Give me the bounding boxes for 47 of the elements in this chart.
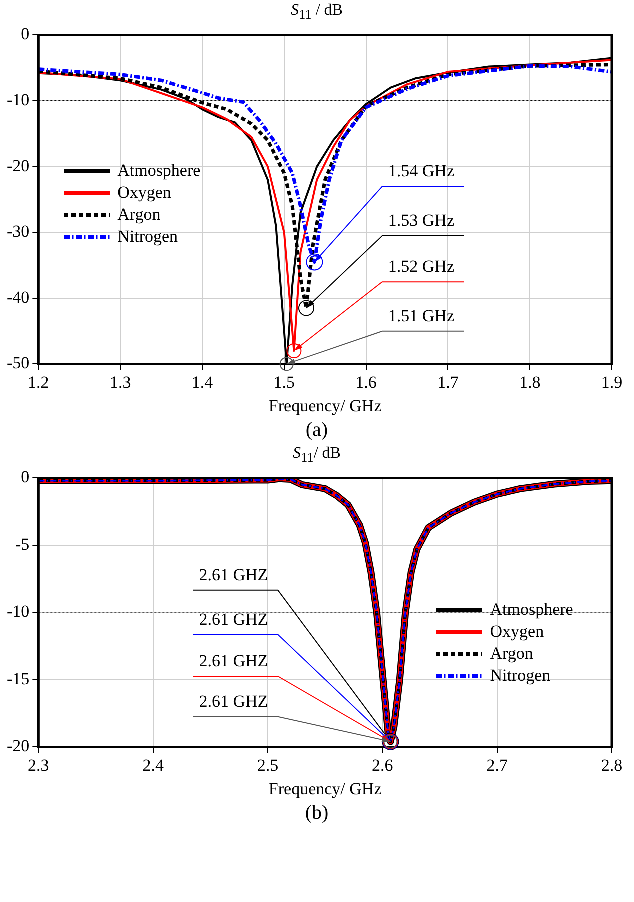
- point: [298, 300, 314, 316]
- x-tick-label: 1.4: [192, 372, 214, 392]
- legend-label: Argon: [118, 204, 161, 226]
- x-tick-label: 2.4: [142, 756, 164, 775]
- x-tick-label: 1.9: [601, 372, 623, 392]
- x-tick-label: 2.3: [28, 756, 50, 775]
- y-tick-label: -10: [6, 602, 30, 622]
- y-tick-label: -30: [6, 222, 30, 242]
- y-tick-label: -10: [6, 90, 30, 110]
- x-tick-label: 2.7: [486, 756, 508, 775]
- y-tick-label: -5: [15, 534, 30, 554]
- x-tick-label: 1.5: [274, 372, 296, 392]
- y-tick-label: -20: [6, 736, 30, 756]
- chart-title: S$_{11}$ / dB: [290, 1, 344, 22]
- y-tick-label: -50: [6, 354, 30, 373]
- point: [286, 344, 302, 359]
- text: (b): [304, 801, 330, 826]
- legend-label: Oxygen: [118, 182, 172, 204]
- legend-label: Oxygen: [490, 621, 544, 644]
- y-tick-label: -15: [6, 669, 30, 688]
- legend-label: Atmosphere: [118, 160, 201, 182]
- x-tick-label: 1.7: [438, 372, 460, 392]
- annotation: 1.51 GHz: [388, 306, 455, 326]
- annotation: 2.61 GHZ: [199, 565, 268, 584]
- chart-title: S$_{11}$/ dB: [292, 444, 342, 466]
- legend-label: Nitrogen: [490, 665, 551, 688]
- x-tick-label: 1.3: [110, 372, 132, 392]
- x-axis-title: Frequency/ GHz: [268, 779, 382, 798]
- x-tick-label: 1.6: [356, 372, 377, 392]
- annotation: 1.52 GHz: [388, 257, 455, 276]
- x-tick-label: 2.6: [372, 756, 394, 775]
- x-tick-label: 2.5: [257, 756, 279, 775]
- text: (a): [304, 418, 330, 443]
- x-axis-title: Frequency/ GHz: [268, 396, 382, 416]
- annotation: 1.54 GHz: [388, 162, 455, 181]
- y-tick-label: -20: [6, 156, 30, 176]
- legend-label: Argon: [490, 643, 534, 666]
- y-tick-label: 0: [21, 24, 30, 44]
- annotation: 1.53 GHz: [388, 211, 455, 230]
- y-tick-label: -40: [6, 288, 30, 307]
- legend-label: Nitrogen: [118, 226, 178, 248]
- point: [306, 254, 324, 271]
- y-tick-label: 0: [21, 468, 30, 487]
- x-tick-label: 1.8: [519, 372, 541, 392]
- x-tick-label: 1.2: [28, 372, 50, 392]
- x-tick-label: 2.8: [601, 756, 623, 775]
- legend-label: Atmosphere: [490, 599, 574, 622]
